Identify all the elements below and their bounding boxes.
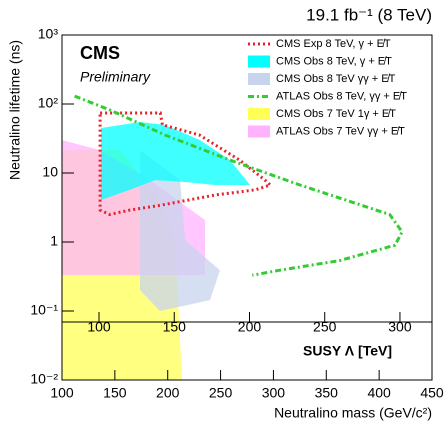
x-tick-label: 100 <box>50 385 74 401</box>
experiment-label: CMS <box>80 43 120 63</box>
x-tick-label: 450 <box>420 385 444 401</box>
x2-tick-label: 200 <box>238 319 262 335</box>
y-tick-label: 10⁻² <box>30 371 58 387</box>
x-tick-label: 350 <box>315 385 339 401</box>
x2-tick-label: 300 <box>388 319 412 335</box>
y-tick-label: 10⁻¹ <box>30 302 58 318</box>
y-tick-label: 10 <box>42 164 58 180</box>
plot-frame <box>61 34 433 381</box>
legend-label: CMS Obs 8 TeV, γ + E̸T <box>276 55 392 67</box>
legend-label: ATLAS Obs 8 TeV, γγ + E̸T <box>276 90 407 102</box>
legend-swatch <box>248 55 270 68</box>
x-tick-label: 150 <box>103 385 127 401</box>
legend-label: CMS Exp 8 TeV, γ + E̸T <box>276 38 391 50</box>
legend-swatch <box>248 108 270 120</box>
x2-tick-label: 150 <box>163 319 187 335</box>
x2-tick-label: 250 <box>313 319 337 335</box>
x-axis-label: Neutralino mass (GeV/c²) <box>274 405 432 421</box>
y-tick-label: 10³ <box>38 26 59 42</box>
x-tick-label: 250 <box>209 385 233 401</box>
contour <box>98 111 274 217</box>
y-axis-label: Neutralino lifetime (ns) <box>7 40 23 180</box>
x2-axis-label: SUSY Λ [TeV] <box>303 343 392 359</box>
legend-label: CMS Obs 8 TeV γγ + E̸T <box>276 73 396 85</box>
chart-title: 19.1 fb⁻¹ (8 TeV) <box>306 5 432 24</box>
region <box>140 150 220 311</box>
y-tick-label: 10² <box>38 95 59 111</box>
contour <box>74 94 404 277</box>
status-label: Preliminary <box>80 69 151 85</box>
x2-tick-label: 100 <box>87 319 111 335</box>
x-tick-label: 400 <box>367 385 391 401</box>
legend-label: CMS Obs 7 TeV 1γ + E̸T <box>276 108 396 120</box>
x-tick-label: 200 <box>156 385 180 401</box>
legend-label: ATLAS Obs 7 TeV γγ + E̸T <box>276 125 405 137</box>
plot-area <box>62 94 404 380</box>
legend-swatch <box>248 125 270 138</box>
legend-swatch <box>248 73 270 85</box>
y-tick-label: 1 <box>50 233 58 249</box>
region <box>101 122 251 200</box>
x-tick-label: 300 <box>262 385 286 401</box>
